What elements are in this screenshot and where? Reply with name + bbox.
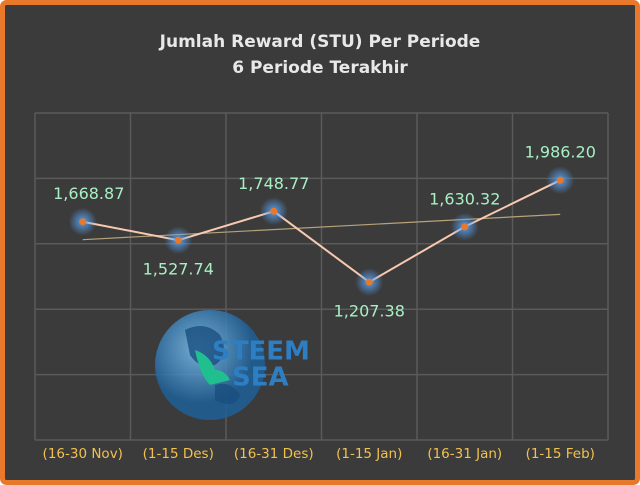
point <box>270 207 278 215</box>
point <box>556 176 564 184</box>
x-tick-label: (16-31 Des) <box>234 446 314 462</box>
logo-text: STEEM <box>212 337 310 367</box>
logo: STEEM SEA <box>155 310 310 420</box>
data-label: 1,986.20 <box>525 143 596 162</box>
point <box>174 236 182 244</box>
x-tick-label: (16-30 Nov) <box>43 446 123 462</box>
data-label: 1,207.38 <box>334 302 405 321</box>
x-tick-label: (16-31 Jan) <box>427 446 502 462</box>
data-label: 1,527.74 <box>143 260 214 279</box>
point <box>365 278 373 286</box>
x-tick-label: (1-15 Feb) <box>526 446 595 462</box>
data-label: 1,748.77 <box>238 174 309 193</box>
globe-region <box>195 350 230 385</box>
data-label: 1,630.32 <box>429 189 500 208</box>
data-label: 1,668.87 <box>53 184 124 203</box>
x-tick-label: (1-15 Des) <box>143 446 214 462</box>
point <box>461 223 469 231</box>
grid <box>34 112 609 441</box>
line <box>82 179 561 284</box>
chart-title: Jumlah Reward (STU) Per Periode <box>159 32 481 52</box>
chart-subtitle: 6 Periode Terakhir <box>232 58 408 78</box>
logo-text: SEA <box>232 363 289 393</box>
x-tick-label: (1-15 Jan) <box>336 446 402 462</box>
point <box>79 218 87 226</box>
